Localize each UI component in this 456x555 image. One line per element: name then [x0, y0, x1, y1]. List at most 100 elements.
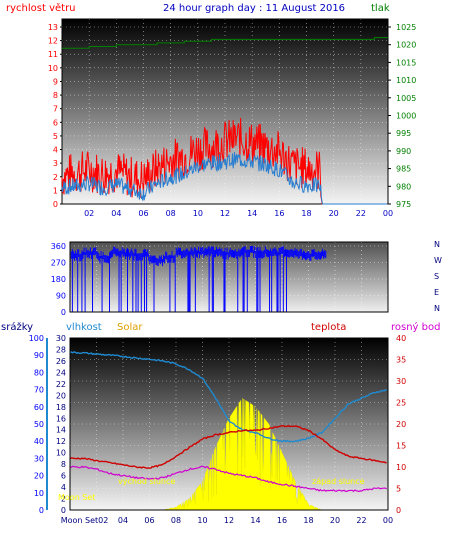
legend-rain: srážky: [1, 321, 33, 333]
sunrise-annotation: východ slunce: [118, 477, 175, 486]
time-tick-label: 06: [138, 209, 148, 218]
temp-plot-frame: [69, 337, 389, 511]
time-tick-label: 02: [84, 209, 94, 218]
pressure-tick-label: 1000: [396, 112, 416, 121]
time-tick-label-bottom: 20: [330, 516, 340, 525]
wind-tick-label: 12: [48, 37, 58, 46]
wind-tick-label: 11: [48, 50, 58, 59]
temp-tick-label: 15: [396, 442, 406, 451]
direction-tick-label: 90: [56, 292, 66, 301]
wind-tick-label: 10: [48, 64, 58, 73]
humidity-tick-label: 18: [56, 403, 66, 412]
temperature-line: [69, 424, 387, 469]
direction-tick-label: 0: [61, 308, 66, 317]
direction-tick-label: 180: [51, 275, 66, 284]
wind-tick-label: 13: [48, 23, 58, 32]
time-tick-label-bottom: 00: [383, 516, 393, 525]
chart-title: 24 hour graph day : 11 August 2016: [163, 3, 345, 14]
humidity-tick-label: 2: [61, 495, 66, 504]
time-tick-label-bottom: 06: [144, 516, 154, 525]
compass-label: W: [434, 256, 442, 265]
wind-tick-label: 5: [53, 132, 58, 141]
time-tick-label-bottom: 18: [303, 516, 313, 525]
temp-tick-label: 35: [396, 356, 406, 365]
rain-tick-label: 10: [34, 489, 44, 498]
time-tick-label: 18: [301, 209, 311, 218]
humidity-tick-label: 26: [56, 357, 66, 366]
time-tick-label: 04: [111, 209, 121, 218]
time-tick-label-bottom: 16: [277, 516, 287, 525]
wind-tick-label: 4: [53, 146, 58, 155]
wind-average-line: [61, 151, 388, 205]
humidity-tick-label: 0: [61, 506, 66, 515]
legend-temperature: teplota: [311, 322, 346, 333]
time-tick-label: 16: [274, 209, 284, 218]
legend-solar: Solar: [117, 322, 143, 333]
pressure-tick-label: 1010: [396, 76, 416, 85]
legend-dewpoint: rosný bod: [391, 321, 440, 333]
humidity-tick-label: 22: [56, 380, 66, 389]
time-tick-label-bottom: 22: [356, 516, 366, 525]
temp-tick-label: 5: [396, 485, 401, 494]
rain-tick-label: 80: [34, 368, 44, 377]
pressure-tick-label: 985: [396, 165, 411, 174]
dewpoint-line: [69, 465, 388, 493]
pressure-line: [62, 37, 388, 49]
humidity-tick-label: 6: [61, 472, 66, 481]
time-tick-label: 10: [193, 209, 203, 218]
temp-tick-label: 40: [396, 334, 406, 343]
rain-tick-label: 20: [34, 472, 44, 481]
pressure-tick-label: 975: [396, 200, 411, 209]
compass-label: E: [434, 288, 439, 297]
compass-label: N: [434, 240, 440, 249]
rain-tick-label: 40: [34, 437, 44, 446]
time-tick-label-bottom: 04: [118, 516, 128, 525]
time-tick-label: 08: [166, 209, 176, 218]
time-tick-label-bottom: 14: [250, 516, 260, 525]
wind-tick-label: 6: [53, 118, 58, 127]
wind-pressure-chart: 0123456789101112139759809859909951000100…: [48, 18, 416, 218]
rain-tick-label: 30: [34, 454, 44, 463]
time-tick-label-bottom: 08: [171, 516, 181, 525]
wind-tick-label: 8: [53, 91, 58, 100]
moonrise-annotation: Moon Rise: [240, 493, 281, 502]
pressure-tick-label: 995: [396, 129, 411, 138]
time-tick-label: 12: [220, 209, 230, 218]
humidity-line: [69, 351, 387, 443]
time-tick-label-bottom: Moon Set02: [61, 516, 109, 525]
wind-tick-label: 9: [53, 77, 58, 86]
time-tick-label-bottom: 10: [197, 516, 207, 525]
humidity-tick-label: 24: [56, 368, 66, 377]
wind-tick-label: 0: [53, 200, 58, 209]
rain-tick-label: 70: [34, 386, 44, 395]
wind-tick-label: 7: [53, 105, 58, 114]
humidity-tick-label: 8: [61, 460, 66, 469]
humidity-tick-label: 10: [56, 449, 66, 458]
wind-axis-label: rychlost větru: [6, 2, 76, 14]
wind-tick-label: 1: [53, 186, 58, 195]
humidity-tick-label: 28: [56, 345, 66, 354]
temp-tick-label: 20: [396, 420, 406, 429]
direction-tick-label: 360: [51, 242, 66, 251]
humidity-tick-label: 4: [61, 483, 66, 492]
compass-label: N: [434, 304, 440, 313]
humidity-tick-label: 20: [56, 391, 66, 400]
temp-tick-label: 30: [396, 377, 406, 386]
temp-tick-label: 25: [396, 399, 406, 408]
time-tick-label: 22: [356, 209, 366, 218]
time-tick-label: 14: [247, 209, 257, 218]
pressure-axis-label: tlak: [371, 3, 390, 14]
rain-tick-label: 100: [29, 334, 44, 343]
moonset-annotation: Moon Set: [58, 493, 95, 502]
pressure-tick-label: 1005: [396, 94, 416, 103]
sunset-annotation: západ slunce: [312, 477, 365, 486]
time-tick-label: 00: [383, 209, 393, 218]
time-tick-label: 20: [329, 209, 339, 218]
temp-tick-label: 10: [396, 463, 406, 472]
rain-tick-label: 60: [34, 403, 44, 412]
direction-tick-label: 270: [51, 259, 66, 268]
pressure-tick-label: 1025: [396, 23, 416, 32]
